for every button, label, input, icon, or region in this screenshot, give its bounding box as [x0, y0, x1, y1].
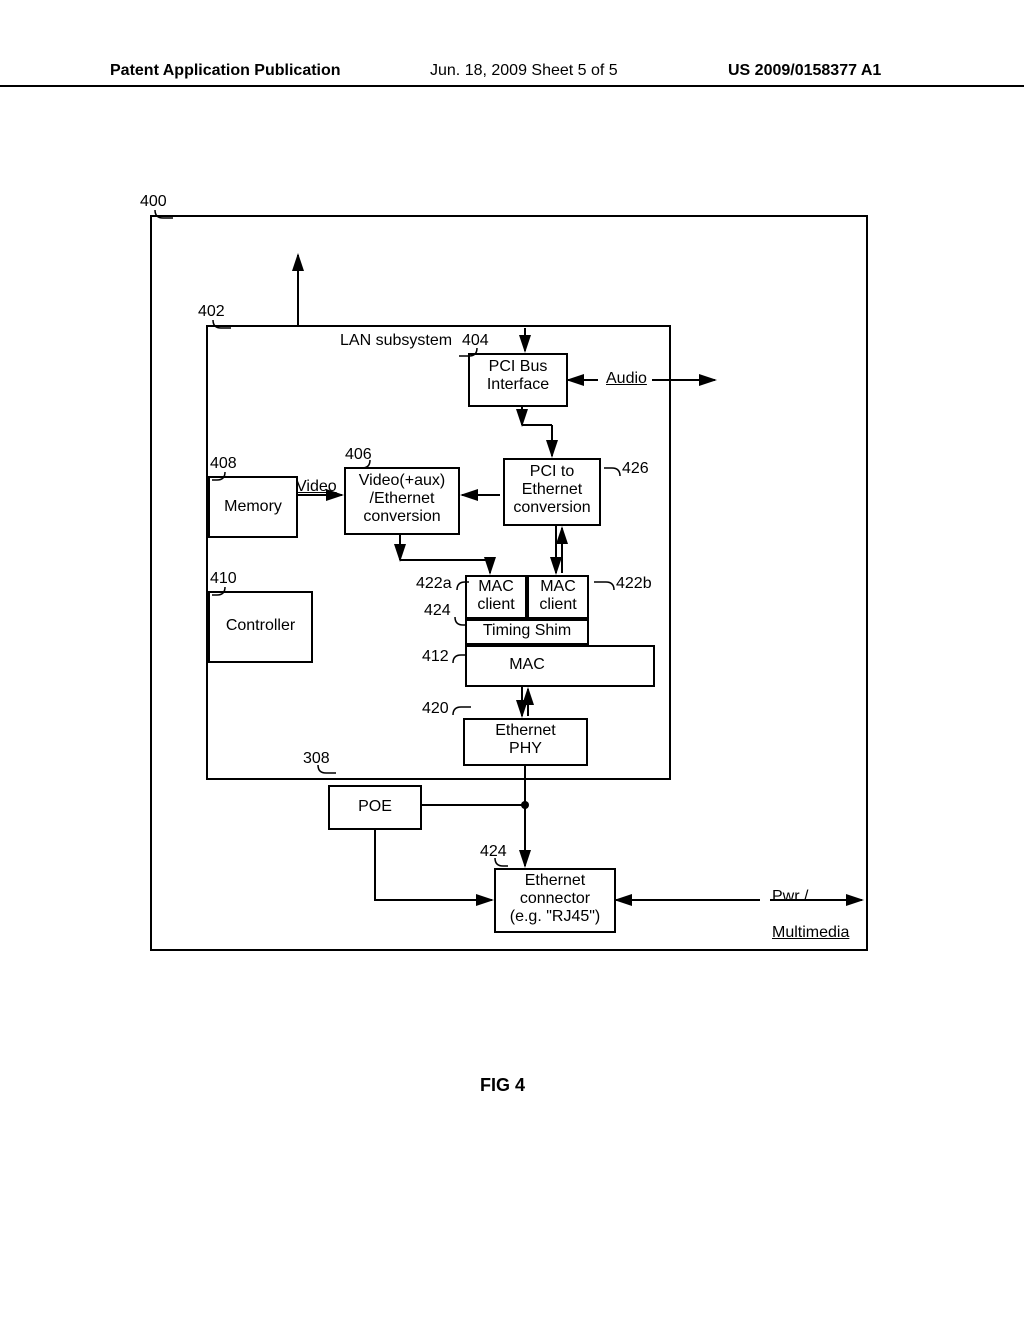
header-left: Patent Application Publication	[110, 62, 341, 80]
lan-subsystem-title: LAN subsystem	[340, 332, 452, 350]
ref-404: 404	[462, 332, 489, 350]
pci-ethernet-conversion-label: PCI to Ethernet conversion	[503, 463, 601, 517]
ref-424b: 424	[480, 843, 507, 861]
controller-label: Controller	[208, 617, 313, 635]
timing-shim-label: Timing Shim	[465, 622, 589, 640]
mac-client-a-label: MAC client	[465, 578, 527, 614]
ref-420: 420	[422, 700, 449, 718]
ref-408: 408	[210, 455, 237, 473]
ref-410: 410	[210, 570, 237, 588]
page: Patent Application Publication Jun. 18, …	[0, 0, 1024, 1320]
ref-422a: 422a	[416, 575, 452, 593]
ref-424a: 424	[424, 602, 451, 620]
poe-label: POE	[328, 798, 422, 816]
header-right: US 2009/0158377 A1	[728, 62, 881, 80]
video-signal-label: Video	[296, 478, 337, 496]
video-ethernet-conversion-label: Video(+aux) /Ethernet conversion	[344, 472, 460, 526]
ref-422b: 422b	[616, 575, 652, 593]
audio-signal-label: Audio	[606, 370, 647, 388]
header-rule	[0, 85, 1024, 87]
ethernet-phy-label: Ethernet PHY	[463, 722, 588, 758]
ethernet-connector-label: Ethernet connector (e.g. "RJ45")	[494, 872, 616, 926]
ref-400: 400	[140, 193, 167, 211]
ref-308: 308	[303, 750, 330, 768]
ref-406: 406	[345, 446, 372, 464]
ref-412: 412	[422, 648, 449, 666]
mac-client-b-label: MAC client	[527, 578, 589, 614]
figure-label: FIG 4	[480, 1075, 525, 1096]
multimedia-text: Multimedia	[772, 924, 849, 941]
header-middle: Jun. 18, 2009 Sheet 5 of 5	[430, 62, 618, 80]
mac-label: MAC	[465, 656, 589, 674]
ref-426: 426	[622, 460, 649, 478]
ref-402: 402	[198, 303, 225, 321]
pwr-text: Pwr /	[772, 888, 808, 905]
pwr-multimedia-label: Pwr / Multimedia	[772, 870, 849, 942]
memory-label: Memory	[208, 498, 298, 516]
pci-bus-interface-label: PCI Bus Interface	[468, 358, 568, 394]
